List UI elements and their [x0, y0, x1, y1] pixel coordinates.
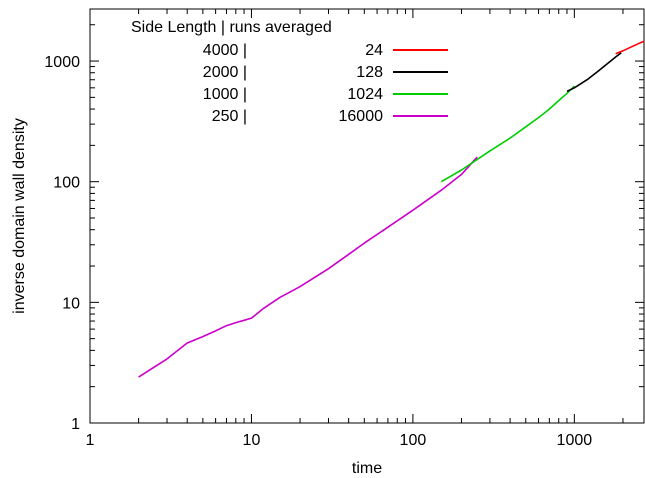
legend-runs: 16000	[339, 108, 384, 125]
y-axis-title: inverse domain wall density	[11, 118, 28, 314]
x-tick-label: 10	[243, 432, 261, 449]
x-tick-label: 1000	[557, 432, 593, 449]
series-line	[440, 85, 575, 183]
series-line	[138, 156, 478, 378]
legend-side-length: 1000 |	[203, 86, 247, 103]
y-tick-label: 1	[71, 416, 80, 433]
series-layer	[138, 40, 644, 378]
axis-ticks: 1 10 100 1000 1 10 100 1000	[44, 9, 644, 449]
x-tick-label: 100	[400, 432, 427, 449]
y-tick-label: 1000	[44, 54, 80, 71]
legend: Side Length | runs averaged 4000 | 24 2000…	[131, 19, 448, 125]
legend-entries: 4000 | 24 2000 | 128 1000 | 1024 250 | 16000	[203, 42, 448, 125]
legend-runs: 128	[356, 64, 383, 81]
x-axis-title: time	[352, 460, 382, 477]
y-tick-label: 10	[62, 295, 80, 312]
plot-frame	[89, 8, 645, 424]
legend-runs: 1024	[347, 86, 383, 103]
legend-header: Side Length | runs averaged	[131, 19, 332, 36]
series-line	[566, 52, 622, 93]
legend-runs: 24	[365, 42, 383, 59]
series-line	[615, 40, 644, 55]
legend-side-length: 4000 |	[203, 42, 247, 59]
x-tick-label: 1	[86, 432, 95, 449]
y-tick-label: 100	[53, 175, 80, 192]
legend-side-length: 2000 |	[203, 64, 247, 81]
legend-side-length: 250 |	[212, 108, 247, 125]
